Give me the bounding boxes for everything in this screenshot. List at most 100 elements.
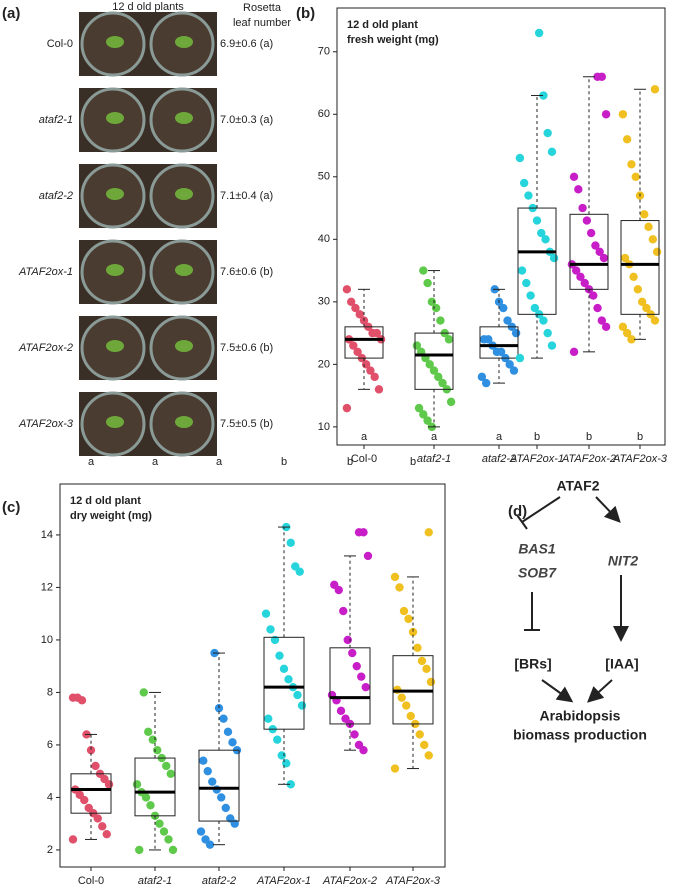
data-point (505, 360, 514, 369)
data-point (399, 606, 409, 616)
data-point (370, 372, 379, 382)
plant (106, 36, 124, 48)
data-point (627, 335, 636, 344)
box (569, 213, 609, 290)
data-point (339, 606, 348, 616)
data-point (640, 210, 649, 219)
data-point (627, 160, 636, 169)
box-group (196, 648, 242, 849)
data-point (275, 651, 284, 660)
data-point (205, 840, 215, 849)
data-point (434, 372, 443, 382)
data-point (404, 614, 413, 624)
genotype-label: ATAF2ox-2 (18, 342, 73, 354)
data-point (436, 316, 445, 325)
data-point (374, 385, 384, 394)
genotype-label: Col-0 (47, 38, 73, 50)
data-point (576, 272, 585, 282)
plant (175, 416, 193, 428)
box (620, 220, 660, 315)
data-point (153, 745, 162, 755)
x-tick-label: ATAF2ox-1 (256, 875, 311, 886)
data-point (196, 827, 206, 836)
data-point (574, 185, 583, 194)
data-point (420, 740, 429, 750)
activate-edge (541, 679, 574, 703)
node: ATAF2 (556, 478, 599, 494)
data-point (415, 730, 424, 739)
plant (175, 264, 193, 276)
y-tick-label: 4 (47, 791, 53, 803)
data-point (352, 661, 361, 671)
x-tick-label: ATAF2ox-2 (322, 875, 377, 886)
data-point (135, 845, 144, 855)
data-point (286, 538, 295, 548)
x-tick-label: ATAF2ox-3 (612, 453, 668, 465)
data-point (424, 751, 433, 760)
data-point (515, 353, 525, 363)
data-point (343, 635, 352, 645)
data-point (104, 780, 114, 789)
leaf-number: 7.6±0.6 (b) (220, 266, 273, 278)
data-point (228, 738, 237, 747)
y-tick-label: 12 (41, 581, 53, 593)
data-point (208, 777, 217, 786)
data-point (162, 761, 171, 771)
data-point (230, 819, 239, 828)
x-tick-label: ataf2-2 (202, 875, 236, 886)
data-point (571, 266, 581, 275)
y-tick-label: 70 (318, 46, 330, 58)
data-point (648, 235, 658, 244)
data-point (203, 766, 212, 776)
data-point (481, 378, 491, 388)
plant (106, 416, 124, 428)
data-point (419, 410, 428, 419)
plant (175, 112, 193, 124)
data-point (423, 278, 432, 288)
data-point (334, 585, 343, 595)
data-point (419, 266, 428, 275)
data-point (168, 845, 178, 855)
node: biomass production (513, 727, 647, 743)
y-tick-label: 14 (41, 529, 53, 541)
leaf-number: 7.5±0.5 (b) (220, 418, 273, 430)
photo-header: 12 d old plants (112, 1, 184, 13)
node: [IAA] (605, 656, 638, 672)
data-point (342, 285, 352, 294)
data-point (620, 253, 630, 263)
activate-edge (595, 496, 621, 523)
data-point (484, 335, 493, 344)
data-point (496, 347, 506, 357)
data-point (539, 316, 548, 325)
data-point (438, 378, 447, 388)
plant (106, 264, 124, 276)
data-point (424, 528, 433, 537)
data-point (539, 91, 548, 100)
box (344, 326, 384, 359)
y-tick-label: 2 (47, 844, 53, 856)
data-point (353, 347, 362, 357)
data-point (633, 285, 643, 294)
plant (175, 188, 193, 200)
data-point (402, 701, 411, 710)
data-point (589, 291, 598, 300)
data-point (534, 28, 544, 38)
data-point (532, 216, 542, 225)
data-point (80, 795, 89, 805)
inhibit-edge (521, 496, 561, 523)
data-point (530, 303, 540, 313)
panel-label: (c) (2, 499, 20, 516)
data-point (618, 110, 628, 119)
plot-frame (336, 7, 666, 446)
value-header: Rosetta (243, 2, 282, 14)
data-point (397, 693, 406, 702)
plant (175, 340, 193, 352)
data-point (144, 727, 153, 737)
group-letter: a (431, 431, 438, 443)
data-point (357, 672, 366, 681)
x-tick-label: ataf2-1 (138, 875, 172, 886)
leaf-number: 7.1±0.4 (a) (220, 190, 273, 202)
x-tick-label: ataf2-1 (417, 453, 451, 465)
data-point (355, 310, 364, 319)
data-point (569, 172, 579, 181)
